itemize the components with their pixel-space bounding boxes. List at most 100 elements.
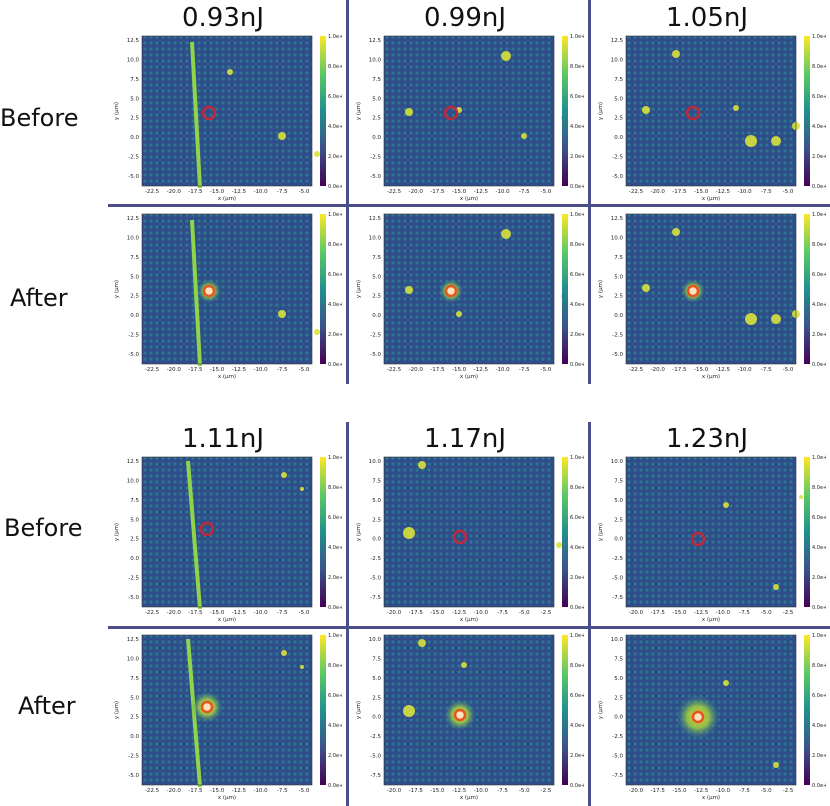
x-tick-label: -15.0 (210, 788, 225, 794)
colorbar-tick-label: 4.0e+04 (328, 723, 342, 729)
scan-panel-before-093: 12.5 10.0 7.5 5.0 2.5 0.0 -2.5 -5.0 -22.5 -20.0 -1… (112, 34, 342, 202)
y-tick-label: 5.0 (372, 676, 381, 682)
x-tick-label: -17.5 (188, 610, 203, 616)
colorbar-tick-label: 6.0e+04 (328, 515, 342, 521)
bright-spot (403, 705, 415, 717)
y-tick-label: -2.5 (128, 576, 139, 582)
y-axis-label: y (μm) (114, 280, 120, 298)
target-ring (452, 529, 468, 545)
y-tick-label: 2.5 (372, 294, 381, 300)
y-tick-label: 12.5 (369, 38, 382, 44)
y-tick-label: 0.0 (372, 135, 381, 141)
colorbar-tick-label: 8.0e+04 (812, 64, 826, 70)
scan-image: 10.0 7.5 5.0 2.5 0.0 -2.5 -5.0 -7.5 -20.0 -17.5 -1… (598, 633, 826, 801)
x-tick-label: -15.0 (430, 788, 445, 794)
colorbar-tick-label: 0.0e+00 (812, 783, 826, 789)
y-tick-label: 5.0 (372, 274, 381, 280)
bright-spot (733, 105, 739, 111)
bright-spot (300, 487, 304, 491)
colorbar-tick-label: 1.0e+05 (812, 633, 826, 639)
colorbar-tick-label: 2.0e+04 (812, 753, 826, 759)
bright-spot (672, 228, 680, 236)
x-tick-label: -10.0 (716, 610, 731, 616)
x-tick-label: -2.5 (541, 610, 552, 616)
bright-spot (456, 311, 462, 317)
y-tick-label: 10.0 (369, 235, 382, 241)
scan-panel-after-123: 10.0 7.5 5.0 2.5 0.0 -2.5 -5.0 -7.5 -20.0 -17.5 -1… (596, 633, 826, 801)
modified-spot (444, 284, 458, 298)
colorbar (804, 635, 810, 785)
x-tick-label: -2.5 (541, 788, 552, 794)
colorbar-tick-label: 6.0e+04 (570, 94, 584, 100)
y-tick-label: 0.0 (372, 537, 381, 543)
scan-image: 12.5 10.0 7.5 5.0 2.5 0.0 -2.5 -5.0 -22.5 -20.0 -1… (114, 633, 342, 801)
modified-spot (686, 284, 700, 298)
colorbar-tick-label: 1.0e+05 (328, 633, 342, 639)
x-tick-label: -15.0 (694, 189, 709, 195)
x-axis-label: x (μm) (460, 196, 478, 202)
colorbar-tick-label: 6.0e+04 (812, 272, 826, 278)
x-tick-label: -12.5 (452, 610, 467, 616)
x-tick-label: -20.0 (409, 367, 424, 373)
y-axis-label: y (μm) (356, 701, 362, 719)
x-tick-label: -20.0 (167, 610, 182, 616)
y-tick-label: 2.5 (614, 695, 623, 701)
y-tick-label: 0.0 (614, 135, 623, 141)
x-tick-label: -20.0 (409, 189, 424, 195)
y-tick-label: -2.5 (370, 734, 381, 740)
colorbar-tick-label: 2.0e+04 (812, 332, 826, 338)
colorbar-tick-label: 6.0e+04 (328, 94, 342, 100)
x-tick-label: -5.0 (783, 189, 794, 195)
colorbar-tick-label: 1.0e+05 (570, 633, 584, 639)
y-tick-label: 7.5 (130, 498, 139, 504)
x-tick-label: -10.0 (495, 189, 510, 195)
y-tick-label: -2.5 (612, 333, 623, 339)
colorbar-tick-label: 6.0e+04 (812, 693, 826, 699)
bright-spot (745, 313, 757, 325)
x-axis-label: x (μm) (702, 196, 720, 202)
target-ring (199, 521, 215, 537)
y-axis-label: y (μm) (356, 523, 362, 541)
colorbar-tick-label: 0.0e+00 (812, 184, 826, 190)
scan-panel-after-093: 12.5 10.0 7.5 5.0 2.5 0.0 -2.5 -5.0 -22.5 -20.0 -1… (112, 212, 342, 380)
x-tick-label: -12.5 (694, 610, 709, 616)
y-tick-label: 2.5 (130, 537, 139, 543)
x-tick-label: -5.0 (761, 788, 772, 794)
colorbar-tick-label: 4.0e+04 (812, 124, 826, 130)
x-tick-label: -20.0 (629, 788, 644, 794)
x-tick-label: -7.5 (277, 189, 288, 195)
colorbar (320, 214, 326, 364)
y-tick-label: -2.5 (370, 155, 381, 161)
colorbar-tick-label: 4.0e+04 (328, 302, 342, 308)
x-tick-label: -5.0 (519, 788, 530, 794)
x-axis-label: x (μm) (460, 795, 478, 801)
colorbar-tick-label: 2.0e+04 (328, 332, 342, 338)
bright-spot (405, 108, 413, 116)
y-axis-label: y (μm) (598, 102, 604, 120)
bright-spot (773, 584, 779, 590)
colorbar (562, 457, 568, 607)
x-tick-label: -5.0 (761, 610, 772, 616)
colorbar-tick-label: 2.0e+04 (812, 575, 826, 581)
colorbar-tick-label: 1.0e+05 (328, 455, 342, 461)
y-tick-label: 0.0 (130, 135, 139, 141)
scan-panel-before-111: 12.5 10.0 7.5 5.0 2.5 0.0 -2.5 -5.0 -22.5 -20.0 -1… (112, 455, 342, 623)
y-tick-label: 2.5 (614, 116, 623, 122)
scan-panel-before-105: 12.5 10.0 7.5 5.0 2.5 0.0 -2.5 -5.0 -22.5 -20.0 -1… (596, 34, 826, 202)
bright-spot (461, 662, 467, 668)
colorbar-tick-label: 8.0e+04 (812, 242, 826, 248)
x-tick-label: -12.5 (232, 367, 247, 373)
bright-spot (642, 106, 650, 114)
modified-spot (202, 284, 216, 298)
y-tick-label: -5.0 (612, 352, 623, 358)
energy-title-1: 0.93nJ (181, 3, 265, 33)
x-tick-label: -7.5 (277, 788, 288, 794)
y-tick-label: 7.5 (614, 656, 623, 662)
colorbar-tick-label: 6.0e+04 (812, 515, 826, 521)
bright-spot (771, 314, 781, 324)
modified-spot (691, 710, 705, 724)
x-tick-label: -12.5 (716, 367, 731, 373)
x-tick-label: -15.0 (452, 367, 467, 373)
energy-title-6: 1.23nJ (665, 424, 749, 454)
y-tick-label: 10.0 (611, 459, 624, 465)
